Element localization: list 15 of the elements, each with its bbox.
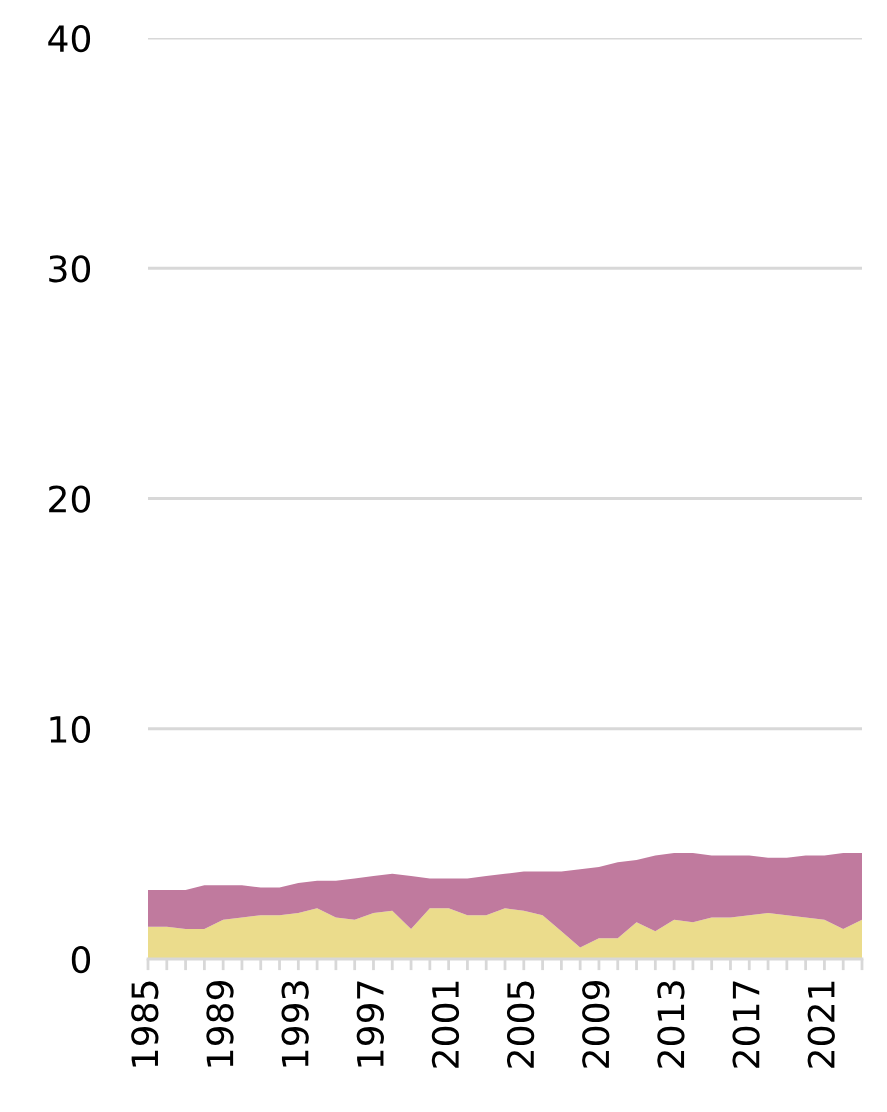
x-tick-label: 2005: [506, 981, 535, 1068]
y-tick-label: 10: [50, 715, 91, 743]
x-tick-label: 2009: [582, 980, 610, 1068]
x-tick-label: 1993: [281, 981, 309, 1067]
x-tick-label: 2017: [732, 981, 760, 1068]
x-tick-label: 1989: [206, 980, 234, 1067]
y-tick-label: 30: [49, 255, 91, 283]
y-tick-label: 0: [71, 945, 91, 974]
x-tick-label: 1997: [356, 981, 384, 1067]
x-tick-label: 2001: [431, 981, 460, 1068]
x-tick-label: 2013: [657, 981, 685, 1068]
y-tick-label: 40: [48, 24, 91, 53]
x-tick-label: 2021: [807, 981, 835, 1068]
y-tick-label: 20: [49, 485, 91, 513]
x-tick-label: 1985: [131, 981, 159, 1067]
